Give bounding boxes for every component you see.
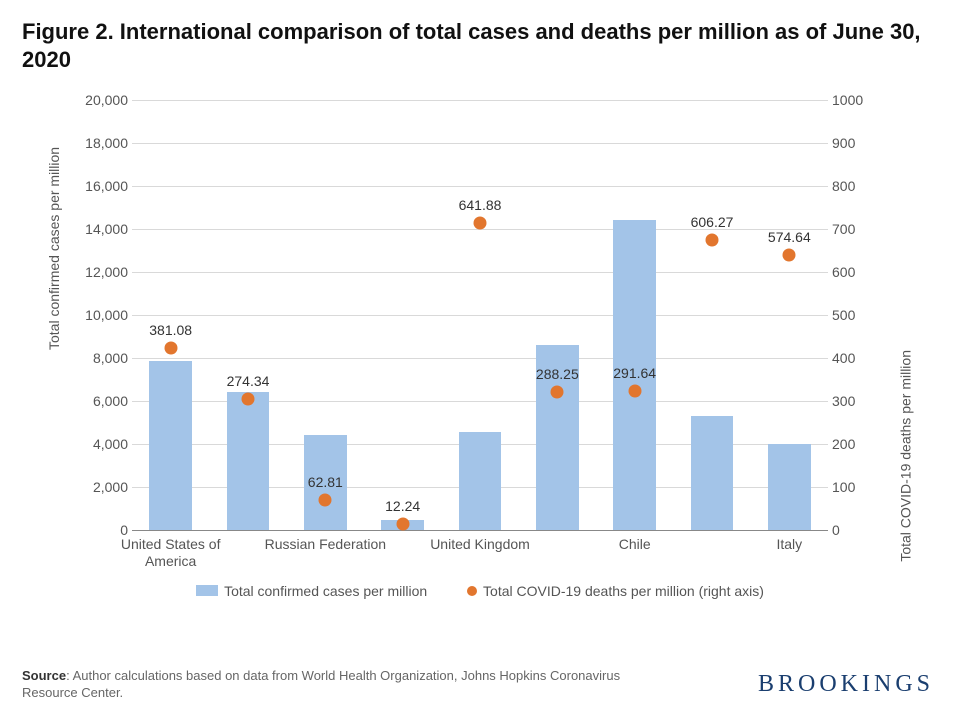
data-point-label: 641.88 bbox=[459, 197, 502, 213]
bar bbox=[691, 416, 734, 530]
ytick-left: 16,000 bbox=[82, 178, 128, 194]
ytick-left: 10,000 bbox=[82, 307, 128, 323]
ytick-right: 900 bbox=[832, 135, 878, 151]
ytick-right: 100 bbox=[832, 479, 878, 495]
ytick-left: 18,000 bbox=[82, 135, 128, 151]
ytick-left: 14,000 bbox=[82, 221, 128, 237]
ytick-right: 500 bbox=[832, 307, 878, 323]
plot-area: 381.08 274.34 62.81 12.24 641.88 288.25 291.64… bbox=[132, 100, 828, 530]
x-axis-label: Russian Federation bbox=[255, 530, 395, 553]
source-label: Source bbox=[22, 668, 66, 683]
data-point-label: 574.64 bbox=[768, 229, 811, 245]
legend-item-dots: Total COVID-19 deaths per million (right… bbox=[467, 583, 764, 599]
data-point-label: 62.81 bbox=[308, 474, 343, 490]
data-point bbox=[551, 386, 564, 399]
ytick-left: 0 bbox=[82, 522, 128, 538]
data-point-label: 12.24 bbox=[385, 498, 420, 514]
ytick-right: 1000 bbox=[832, 92, 878, 108]
data-point-label: 291.64 bbox=[613, 365, 656, 381]
bar bbox=[227, 392, 270, 530]
ytick-right: 200 bbox=[832, 436, 878, 452]
data-point-label: 606.27 bbox=[691, 214, 734, 230]
ytick-right: 800 bbox=[832, 178, 878, 194]
ytick-left: 12,000 bbox=[82, 264, 128, 280]
ytick-left: 4,000 bbox=[82, 436, 128, 452]
chart-title: Figure 2. International comparison of to… bbox=[22, 18, 938, 73]
data-point-label: 274.34 bbox=[227, 373, 270, 389]
data-point bbox=[164, 341, 177, 354]
legend-swatch-bar bbox=[196, 585, 218, 596]
y-axis-left-label: Total confirmed cases per million bbox=[46, 147, 62, 350]
data-point bbox=[706, 234, 719, 247]
ytick-left: 2,000 bbox=[82, 479, 128, 495]
bar bbox=[459, 432, 502, 530]
chart-container: Total confirmed cases per million Total … bbox=[20, 95, 940, 605]
source-text: : Author calculations based on data from… bbox=[22, 668, 620, 701]
ytick-right: 0 bbox=[832, 522, 878, 538]
ytick-right: 300 bbox=[832, 393, 878, 409]
x-axis-label: Chile bbox=[565, 530, 705, 553]
ytick-left: 6,000 bbox=[82, 393, 128, 409]
data-point bbox=[319, 494, 332, 507]
legend-label-dots: Total COVID-19 deaths per million (right… bbox=[483, 583, 764, 599]
data-point-label: 381.08 bbox=[149, 322, 192, 338]
brand-logo: BROOKINGS bbox=[758, 671, 934, 698]
ytick-left: 8,000 bbox=[82, 350, 128, 366]
data-point bbox=[474, 217, 487, 230]
bar bbox=[768, 444, 811, 530]
legend-label-bars: Total confirmed cases per million bbox=[224, 583, 427, 599]
legend-item-bars: Total confirmed cases per million bbox=[196, 583, 427, 599]
legend: Total confirmed cases per million Total … bbox=[20, 583, 940, 600]
ytick-right: 600 bbox=[832, 264, 878, 280]
source-note: Source: Author calculations based on dat… bbox=[22, 667, 642, 702]
ytick-left: 20,000 bbox=[82, 92, 128, 108]
data-point bbox=[396, 518, 409, 531]
data-point bbox=[242, 392, 255, 405]
x-axis-label: United Kingdom bbox=[410, 530, 550, 553]
data-point-label: 288.25 bbox=[536, 366, 579, 382]
ytick-right: 400 bbox=[832, 350, 878, 366]
data-point bbox=[628, 384, 641, 397]
data-point bbox=[783, 249, 796, 262]
ytick-right: 700 bbox=[832, 221, 878, 237]
legend-swatch-dot bbox=[467, 586, 477, 596]
y-axis-right-label: Total COVID-19 deaths per million bbox=[898, 350, 914, 562]
bar bbox=[149, 361, 192, 530]
